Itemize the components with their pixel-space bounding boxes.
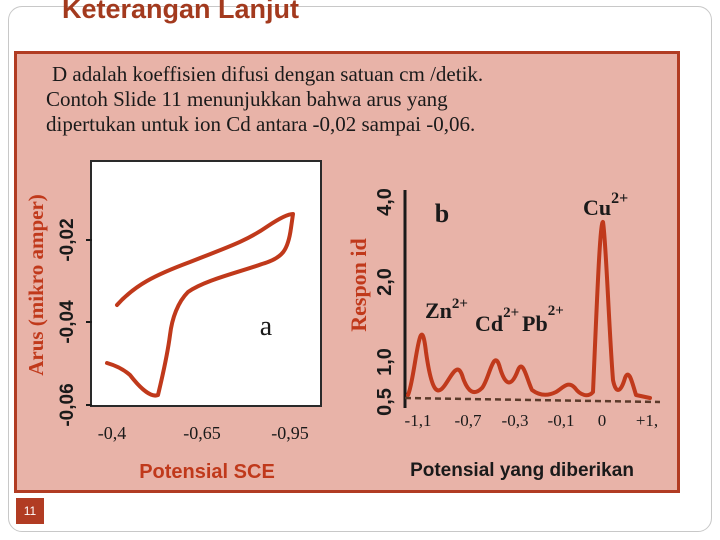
peak-label-cu-ion: Cu [583, 195, 611, 220]
peak-label-cd-charge: 2+ [503, 305, 519, 321]
paragraph-line-2: Contoh Slide 11 menunjukkan bahwa arus y… [46, 87, 448, 111]
chart-b-xlabel: Potensial yang diberikan [410, 460, 634, 481]
peak-label-zn: Zn2+ [425, 296, 468, 323]
description-paragraph: D adalah koeffisien difusi dengan satuan… [46, 62, 646, 137]
peak-label-pb-ion: Pb [522, 311, 548, 336]
chart-b-panel-label: b [435, 199, 449, 228]
chart-b-baseline [404, 396, 661, 404]
chart-a-ytick-3: -0,06 [57, 383, 78, 426]
chart-b-xtick-3: -0,3 [502, 411, 529, 430]
peak-label-cu-charge: 2+ [611, 190, 628, 207]
chart-b-xtick-4: -0,1 [548, 411, 575, 430]
chart-b-ytick-4: 0,5 [374, 388, 396, 416]
peak-label-pb-charge: 2+ [548, 303, 564, 319]
chart-a-xlabel: Potensial SCE [139, 461, 275, 483]
chart-a-curve [105, 212, 295, 398]
chart-a-ylabel: Arus (mikro amper) [24, 194, 48, 376]
chart-b-xtick-5: 0 [598, 411, 607, 430]
slide-title: Keterangan Lanjut [62, 0, 300, 24]
chart-a-panel-label: a [260, 311, 273, 342]
chart-b-ytick-1: 4,0 [374, 188, 396, 216]
paragraph-line-1: D adalah koeffisien difusi dengan satuan… [52, 62, 484, 86]
chart-b-ytick-3: 1,0 [374, 348, 396, 376]
chart-b-xtick-2: -0,7 [455, 411, 482, 430]
chart-b-xtick-1: -1,1 [405, 411, 432, 430]
chart-a-ytick-1: -0,02 [57, 218, 78, 261]
peak-label-cd: Cd2+ [475, 305, 519, 336]
page-number: 11 [16, 498, 44, 524]
peak-label-zn-ion: Zn [425, 298, 452, 323]
chart-b-ylabel: Respon id [346, 238, 371, 332]
chart-b-xtick-6: +1, [636, 411, 658, 430]
chart-a-xtick-1: -0,4 [98, 423, 127, 443]
paragraph-line-3: dipertukan untuk ion Cd antara -0,02 sam… [46, 112, 476, 136]
chart-a-xtick-3: -0,95 [271, 423, 309, 443]
plot-a-area [90, 160, 322, 407]
peak-label-pb: Pb2+ [522, 303, 564, 336]
chart-b-ytick-2: 2,0 [374, 268, 396, 296]
chart-a-ytick-2: -0,04 [57, 300, 78, 344]
chart-b-curve [406, 219, 652, 400]
peak-label-cu: Cu2+ [583, 190, 628, 220]
peak-label-zn-charge: 2+ [452, 296, 468, 312]
chart-a-xtick-2: -0,65 [183, 423, 221, 443]
peak-label-cd-ion: Cd [475, 311, 503, 336]
